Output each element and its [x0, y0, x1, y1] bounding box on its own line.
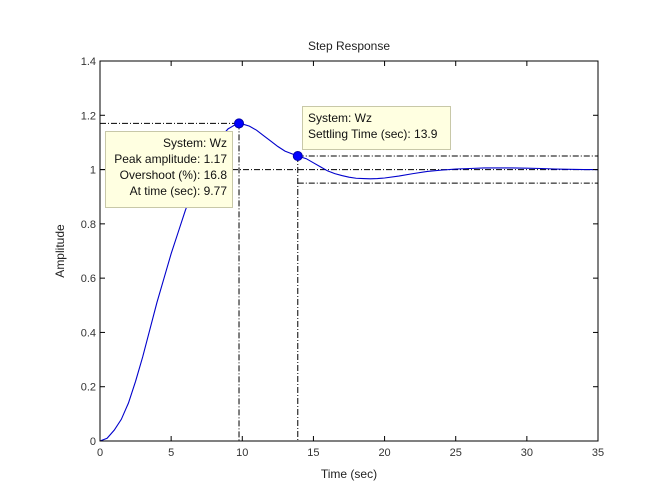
x-tick-label: 0 — [97, 447, 103, 459]
settling-datatip-time: Settling Time (sec): 13.9 — [308, 127, 438, 141]
chart-title: Step Response — [308, 39, 390, 53]
peak-datatip-overshoot: Overshoot (%): 16.8 — [119, 168, 227, 182]
y-tick-label: 0 — [90, 436, 96, 448]
y-tick-label: 0.4 — [81, 327, 96, 339]
y-tick-label: 1.4 — [81, 56, 96, 68]
x-tick-label: 20 — [378, 447, 390, 459]
marker-layer — [234, 118, 303, 161]
peak-datatip[interactable]: System: Wz Peak amplitude: 1.17 Overshoo… — [105, 131, 233, 208]
x-tick-label: 15 — [307, 447, 319, 459]
y-tick-label: 0.8 — [81, 219, 96, 231]
settling-datatip-system: System: Wz — [308, 111, 373, 125]
series-line-wz — [99, 122, 598, 442]
x-axis-label: Time (sec) — [321, 467, 377, 481]
tick-layer: 0 5 10 15 20 25 30 35 0 0.2 0.4 0.6 0.8 1 1.2 1.4 — [81, 56, 604, 459]
settling-marker[interactable] — [292, 151, 303, 161]
settling-datatip[interactable]: System: Wz Settling Time (sec): 13.9 — [302, 106, 451, 150]
x-tick-label: 5 — [168, 447, 174, 459]
y-tick-label: 1.2 — [81, 110, 96, 122]
y-tick-label: 0.6 — [81, 273, 96, 285]
peak-datatip-system: System: Wz — [162, 136, 227, 150]
y-tick-label: 0.2 — [81, 382, 96, 394]
x-tick-label: 30 — [521, 447, 533, 459]
peak-marker[interactable] — [234, 118, 245, 129]
peak-datatip-time: At time (sec): 9.77 — [129, 184, 227, 198]
y-tick-label: 1 — [90, 165, 96, 177]
series-layer — [99, 122, 598, 442]
peak-datatip-amplitude: Peak amplitude: 1.17 — [114, 152, 227, 166]
x-tick-label: 25 — [450, 447, 462, 459]
plot-frame — [99, 60, 599, 442]
x-tick-label: 35 — [592, 447, 604, 459]
y-axis-label: Amplitude — [53, 224, 67, 278]
x-tick-label: 10 — [236, 447, 248, 459]
